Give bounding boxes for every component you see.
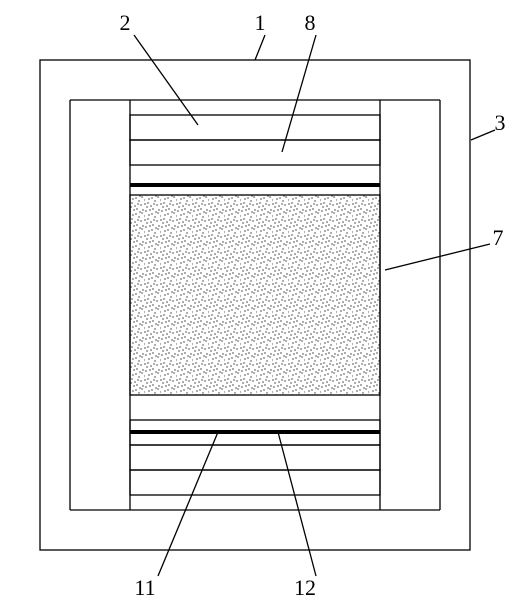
leader-l2 [134,35,198,125]
lower-bar-2 [130,445,380,470]
leader-l7 [385,244,490,270]
stipple-region [130,195,380,395]
leader-l12 [278,432,316,576]
label-l11: 11 [134,575,155,600]
diagram-stage: 128371112 [0,0,531,602]
leader-l8 [282,35,316,152]
upper-bar-2 [130,140,380,165]
label-l12: 12 [294,575,316,600]
label-l8: 8 [305,10,316,35]
lower-bar-3 [130,470,380,495]
label-l3: 3 [495,110,506,135]
leader-l1 [255,35,265,60]
label-l2: 2 [120,10,131,35]
diagram-svg: 128371112 [0,0,531,602]
label-l7: 7 [493,225,504,250]
upper-bar-1 [130,115,380,140]
leader-l11 [158,432,218,576]
label-l1: 1 [255,10,266,35]
leader-l3 [471,130,495,140]
